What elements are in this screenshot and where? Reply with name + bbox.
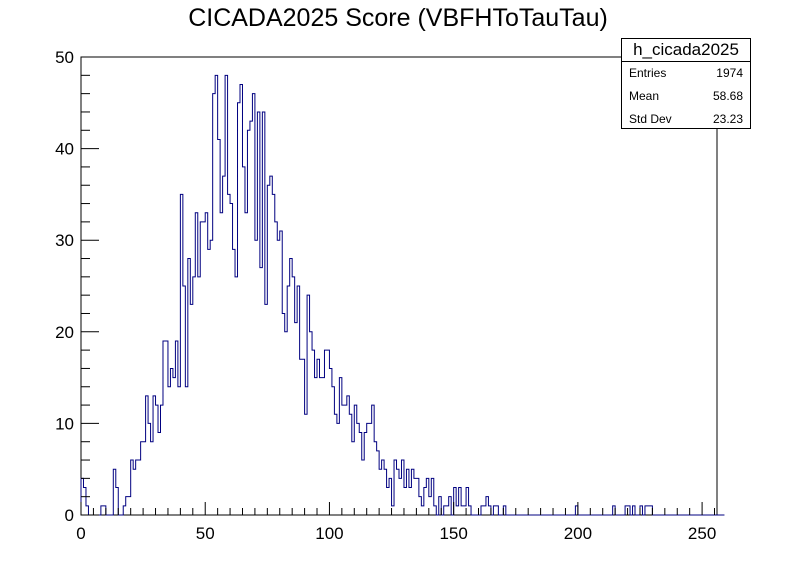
x-tick-label: 250	[688, 524, 716, 543]
stats-value: 23.23	[712, 112, 743, 126]
stats-value: 1974	[716, 66, 743, 80]
y-axis: 0 10 20 30 40 50	[55, 48, 99, 525]
chart-title: CICADA2025 Score (VBFHToTauTau)	[188, 4, 608, 32]
plot-frame	[80, 56, 718, 516]
stats-histogram-name: h_cicada2025	[622, 39, 750, 62]
y-tick-label: 40	[55, 140, 74, 159]
y-tick-label: 20	[55, 323, 74, 342]
stats-value: 58.68	[712, 89, 743, 103]
x-tick-label: 0	[76, 524, 85, 543]
stats-row-mean: Mean 58.68	[622, 85, 750, 108]
y-tick-label: 0	[65, 506, 74, 525]
histogram-line	[80, 74, 725, 516]
x-tick-label: 100	[315, 524, 343, 543]
y-tick-label: 50	[55, 48, 74, 67]
stats-box: h_cicada2025 Entries 1974 Mean 58.68 Std…	[621, 38, 751, 129]
x-axis: 0 50 100 150 200 250	[76, 502, 716, 543]
stats-row-entries: Entries 1974	[622, 62, 750, 85]
y-tick-label: 30	[55, 231, 74, 250]
x-tick-label: 150	[439, 524, 467, 543]
y-tick-label: 10	[55, 414, 74, 433]
x-tick-label: 200	[564, 524, 592, 543]
stats-label: Entries	[629, 66, 667, 80]
x-tick-label: 50	[196, 524, 215, 543]
stats-row-std-dev: Std Dev 23.23	[622, 108, 750, 130]
stats-label: Mean	[629, 89, 660, 103]
stats-label: Std Dev	[629, 112, 672, 126]
